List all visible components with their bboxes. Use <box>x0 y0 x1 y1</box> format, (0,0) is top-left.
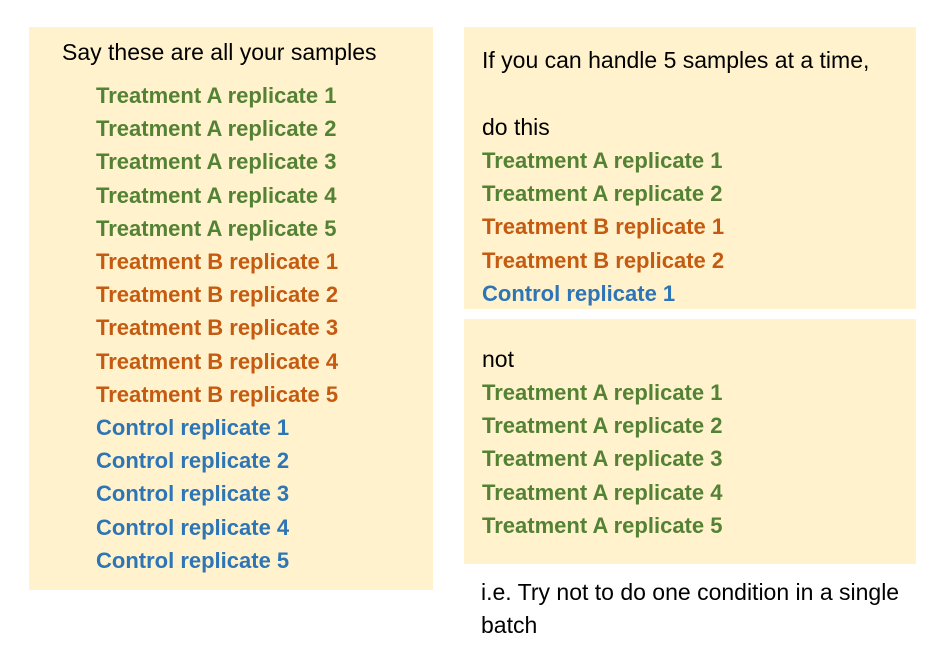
sample-item: Treatment A replicate 4 <box>96 182 337 208</box>
good-batch-panel: If you can handle 5 samples at a time, d… <box>464 27 916 309</box>
sample-item: Treatment B replicate 1 <box>482 214 725 240</box>
bad-batch-list: Treatment A replicate 1 Treatment A repli… <box>482 376 722 542</box>
sample-item: Control replicate 3 <box>96 481 290 507</box>
sample-item: Treatment A replicate 2 <box>482 413 723 439</box>
sample-item: Treatment B replicate 5 <box>96 381 339 407</box>
advice-note: i.e. Try not to do one condition in a si… <box>481 579 900 638</box>
do-this-label: do this <box>482 114 550 140</box>
sample-item: Control replicate 1 <box>96 415 290 441</box>
sample-item: Control replicate 5 <box>96 547 290 573</box>
sample-item: Treatment B replicate 3 <box>96 315 339 341</box>
sample-item: Treatment A replicate 5 <box>482 512 723 538</box>
good-batch-list: Treatment A replicate 1 Treatment A repli… <box>482 144 724 310</box>
sample-item: Treatment B replicate 2 <box>96 282 339 308</box>
sample-item: Control replicate 2 <box>96 448 290 474</box>
not-label: not <box>482 346 514 372</box>
sample-item: Treatment A replicate 5 <box>96 215 337 241</box>
sample-item: Treatment A replicate 2 <box>482 181 723 207</box>
sample-item: Treatment A replicate 1 <box>482 380 723 405</box>
sample-item: Treatment A replicate 2 <box>96 116 337 142</box>
sample-item: Treatment B replicate 1 <box>96 249 339 275</box>
sample-item: Control replicate 1 <box>482 280 676 306</box>
sample-item: Treatment B replicate 4 <box>96 348 339 374</box>
all-samples-title: Say these are all your samples <box>62 39 377 65</box>
batch-size-title: If you can handle 5 samples at a time, <box>482 47 870 73</box>
sample-item: Treatment A replicate 1 <box>96 83 337 108</box>
sample-item: Control replicate 4 <box>96 514 290 540</box>
sample-item: Treatment A replicate 4 <box>482 479 723 505</box>
bad-batch-panel: not Treatment A replicate 1 Treatment A r… <box>464 319 916 564</box>
all-samples-list: Treatment A replicate 1 Treatment A repli… <box>96 79 338 577</box>
sample-item: Treatment A replicate 3 <box>96 149 337 175</box>
sample-item: Treatment A replicate 1 <box>482 148 723 173</box>
all-samples-panel: Say these are all your samples Treatment… <box>29 27 433 590</box>
sample-item: Treatment A replicate 3 <box>482 446 723 472</box>
sample-item: Treatment B replicate 2 <box>482 247 725 273</box>
